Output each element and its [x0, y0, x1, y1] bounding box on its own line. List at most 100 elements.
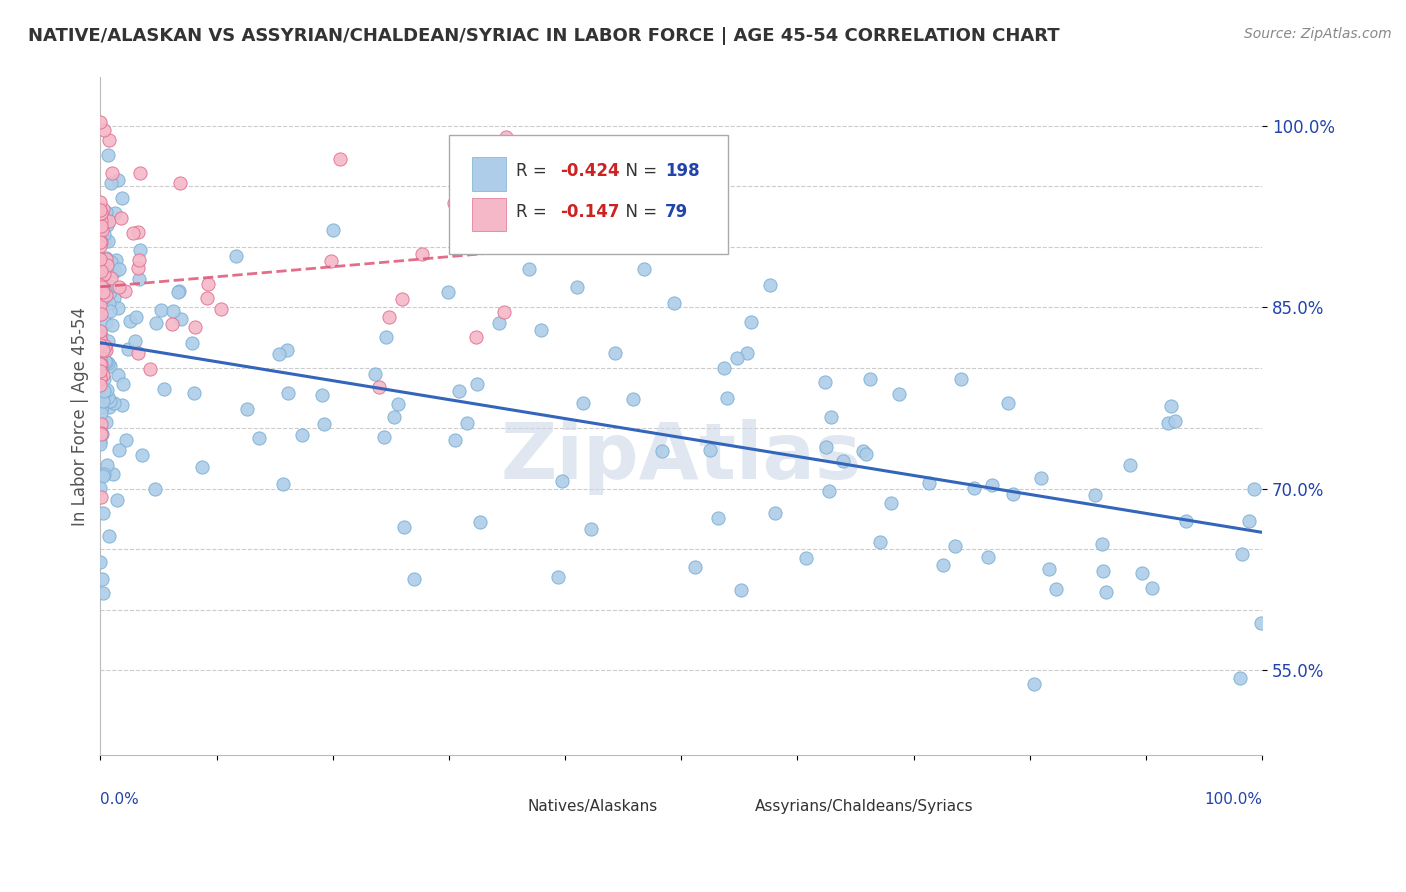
Point — [373, 429, 395, 443]
Point — [759, 277, 782, 292]
Point — [1229, 671, 1251, 685]
Point — [90, 257, 112, 271]
Point — [162, 303, 184, 318]
Point — [605, 346, 627, 360]
Point — [94, 252, 117, 267]
Point — [977, 549, 1000, 564]
FancyBboxPatch shape — [494, 792, 523, 821]
Point — [89, 260, 111, 275]
Point — [89, 351, 111, 365]
Point — [90, 364, 112, 378]
Point — [444, 433, 467, 447]
Point — [651, 443, 673, 458]
Point — [89, 378, 111, 392]
Point — [89, 357, 111, 371]
Point — [89, 261, 111, 276]
Point — [889, 386, 911, 401]
Point — [90, 328, 112, 343]
Point — [90, 366, 112, 380]
Point — [118, 314, 141, 328]
Point — [98, 303, 121, 318]
Point — [89, 372, 111, 386]
Point — [508, 239, 530, 253]
Point — [108, 280, 131, 294]
Point — [89, 555, 111, 569]
Point — [96, 458, 118, 472]
Point — [384, 410, 406, 425]
Point — [90, 235, 112, 249]
Point — [725, 351, 748, 365]
Point — [145, 316, 167, 330]
Point — [89, 437, 111, 451]
Text: N =: N = — [614, 202, 662, 220]
Point — [105, 493, 128, 508]
Point — [89, 371, 111, 385]
Point — [96, 205, 118, 219]
Point — [93, 342, 115, 356]
Point — [411, 247, 433, 261]
Point — [93, 268, 115, 282]
Point — [93, 212, 115, 227]
Point — [91, 343, 114, 358]
Point — [1237, 514, 1260, 528]
Point — [90, 426, 112, 441]
Point — [89, 271, 111, 285]
Point — [94, 343, 117, 357]
Point — [492, 305, 515, 319]
Point — [96, 288, 118, 302]
Point — [91, 346, 114, 360]
Point — [89, 336, 111, 351]
Point — [114, 284, 136, 298]
Text: -0.424: -0.424 — [561, 162, 620, 180]
Point — [89, 349, 111, 363]
Point — [98, 359, 121, 373]
Point — [117, 342, 139, 356]
Point — [89, 306, 111, 320]
Point — [89, 292, 111, 306]
Point — [662, 296, 685, 310]
Point — [89, 338, 111, 352]
Text: Assyrians/Chaldeans/Syriacs: Assyrians/Chaldeans/Syriacs — [755, 799, 973, 814]
Point — [1091, 536, 1114, 550]
Text: N =: N = — [614, 162, 662, 180]
Point — [852, 444, 875, 458]
Point — [93, 277, 115, 292]
Point — [437, 285, 460, 299]
Point — [465, 377, 488, 392]
Point — [488, 316, 510, 330]
FancyBboxPatch shape — [449, 135, 728, 253]
Point — [1002, 487, 1025, 501]
Point — [111, 376, 134, 391]
Point — [859, 372, 882, 386]
Point — [1175, 514, 1198, 528]
Point — [127, 346, 149, 360]
Point — [713, 360, 735, 375]
Point — [735, 346, 758, 360]
Point — [464, 329, 486, 343]
FancyBboxPatch shape — [720, 792, 749, 821]
Point — [495, 130, 517, 145]
Point — [683, 560, 706, 574]
Point — [93, 384, 115, 399]
Point — [108, 262, 131, 277]
Point — [276, 343, 298, 357]
Point — [90, 406, 112, 420]
Point — [581, 522, 603, 536]
Point — [90, 280, 112, 294]
Text: Source: ZipAtlas.com: Source: ZipAtlas.com — [1244, 27, 1392, 41]
Point — [89, 481, 111, 495]
Point — [763, 506, 786, 520]
Point — [127, 261, 149, 276]
Point — [98, 393, 121, 408]
Point — [93, 467, 115, 481]
Y-axis label: In Labor Force | Age 45-54: In Labor Force | Age 45-54 — [72, 307, 89, 525]
Point — [97, 234, 120, 248]
Point — [190, 460, 212, 475]
Point — [197, 277, 219, 292]
Point — [101, 165, 124, 179]
Point — [115, 433, 138, 447]
Point — [943, 539, 966, 553]
Point — [104, 264, 127, 278]
Point — [93, 123, 115, 137]
Point — [855, 447, 877, 461]
